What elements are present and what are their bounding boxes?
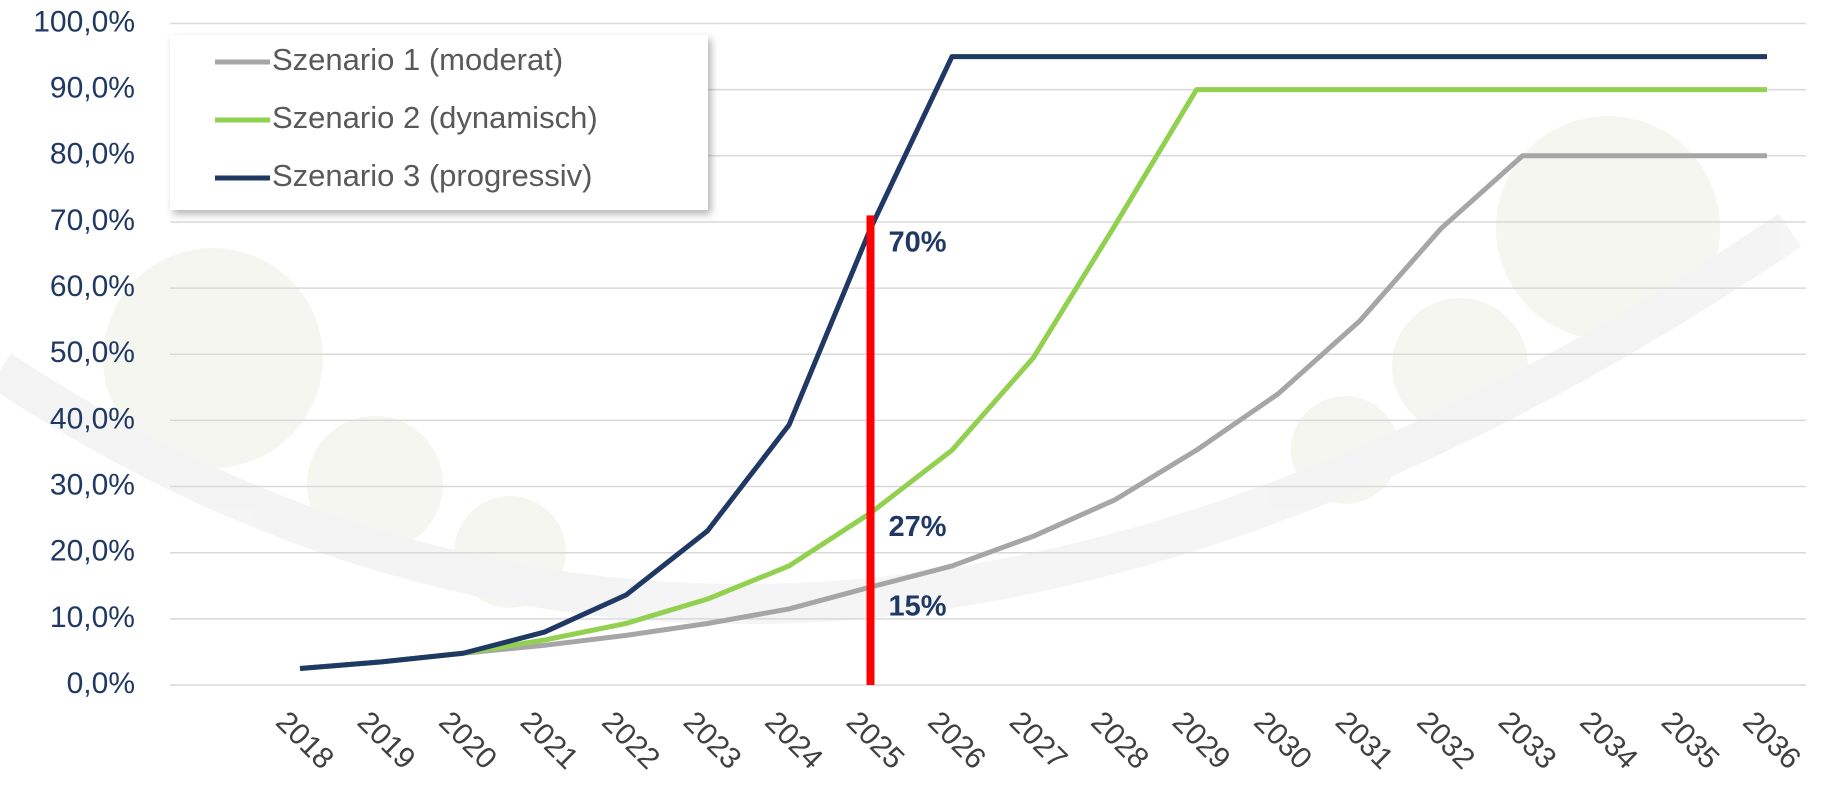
y-tick-label: 70,0% bbox=[50, 204, 135, 237]
y-tick-label: 90,0% bbox=[50, 72, 135, 105]
y-tick-label: 100,0% bbox=[33, 5, 135, 38]
series-line bbox=[299, 87, 1767, 671]
legend-label: Szenario 2 (dynamisch) bbox=[272, 100, 598, 135]
x-tick-label: 2030 bbox=[1247, 705, 1318, 776]
x-tick-label: 2031 bbox=[1329, 705, 1400, 776]
x-tick-label: 2029 bbox=[1166, 705, 1237, 776]
series-line bbox=[299, 54, 1767, 671]
annotation: 27% bbox=[889, 511, 947, 543]
series-line bbox=[299, 153, 1767, 671]
legend-label: Szenario 1 (moderat) bbox=[272, 42, 563, 77]
y-tick-label: 20,0% bbox=[50, 535, 135, 568]
x-tick-label: 2019 bbox=[351, 705, 422, 776]
x-tick-label: 2027 bbox=[1003, 705, 1074, 776]
x-tick-label: 2036 bbox=[1736, 705, 1807, 776]
x-tick-label: 2028 bbox=[1084, 705, 1155, 776]
x-tick-label: 2025 bbox=[840, 705, 911, 776]
background-decor bbox=[0, 116, 1802, 625]
y-tick-label: 0,0% bbox=[67, 667, 135, 700]
plot: 70% 27% 15% bbox=[299, 54, 1767, 685]
y-tick-label: 10,0% bbox=[50, 601, 135, 634]
x-tick-label: 2034 bbox=[1573, 705, 1644, 776]
y-tick-label: 50,0% bbox=[50, 336, 135, 369]
legend: Szenario 1 (moderat) Szenario 2 (dynamisc… bbox=[170, 35, 708, 210]
x-tick-label: 2035 bbox=[1655, 705, 1726, 776]
x-tick-label: 2022 bbox=[595, 705, 666, 776]
x-tick-label: 2018 bbox=[269, 705, 340, 776]
legend-label: Szenario 3 (progressiv) bbox=[272, 158, 592, 193]
y-tick-label: 40,0% bbox=[50, 402, 135, 435]
annotation: 15% bbox=[889, 590, 947, 622]
x-tick-label: 2024 bbox=[758, 705, 829, 776]
x-tick-label: 2023 bbox=[677, 705, 748, 776]
x-tick-label: 2026 bbox=[921, 705, 992, 776]
y-tick-label: 80,0% bbox=[50, 138, 135, 171]
x-tick-label: 2021 bbox=[514, 705, 585, 776]
y-tick-label: 30,0% bbox=[50, 468, 135, 501]
x-tick-label: 2020 bbox=[432, 705, 503, 776]
y-tick-label: 60,0% bbox=[50, 270, 135, 303]
x-tick-label: 2033 bbox=[1492, 705, 1563, 776]
x-tick-label: 2032 bbox=[1410, 705, 1481, 776]
annotation: 70% bbox=[889, 227, 947, 259]
